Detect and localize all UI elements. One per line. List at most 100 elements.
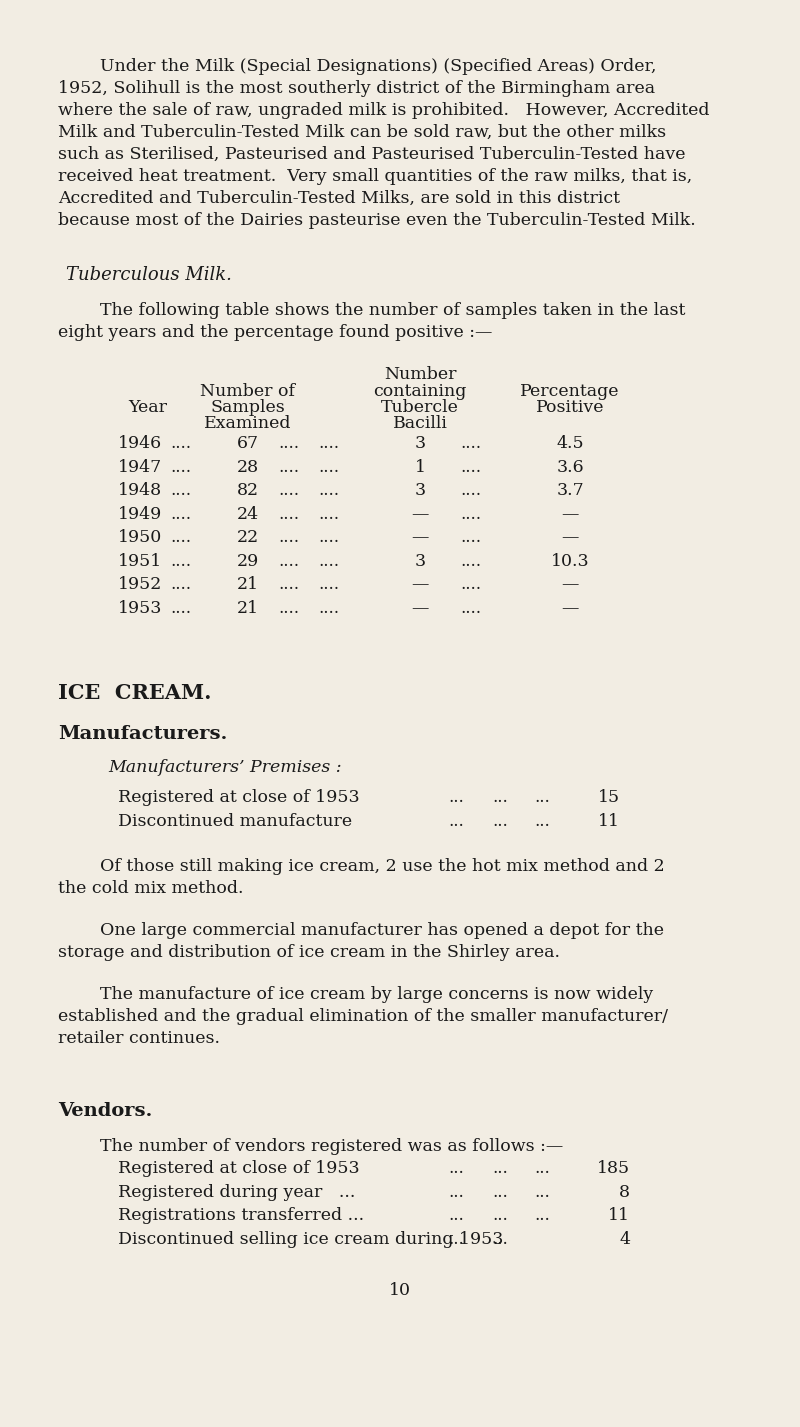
Text: Discontinued manufacture: Discontinued manufacture	[118, 813, 352, 829]
Text: ...: ...	[534, 1207, 550, 1224]
Text: containing: containing	[374, 382, 466, 400]
Text: 4: 4	[619, 1232, 630, 1247]
Text: 24: 24	[237, 505, 259, 522]
Text: ....: ....	[460, 435, 481, 452]
Text: 11: 11	[598, 813, 620, 829]
Text: Percentage: Percentage	[520, 382, 620, 400]
Text: where the sale of raw, ungraded milk is prohibited.   However, Accredited: where the sale of raw, ungraded milk is …	[58, 101, 710, 118]
Text: 1952, Solihull is the most southerly district of the Birmingham area: 1952, Solihull is the most southerly dis…	[58, 80, 655, 97]
Text: ....: ....	[460, 529, 481, 547]
Text: ....: ....	[170, 459, 191, 475]
Text: ....: ....	[460, 505, 481, 522]
Text: 1: 1	[414, 459, 426, 475]
Text: ....: ....	[318, 552, 339, 569]
Text: ...: ...	[448, 1184, 464, 1200]
Text: such as Sterilised, Pasteurised and Pasteurised Tuberculin-Tested have: such as Sterilised, Pasteurised and Past…	[58, 146, 686, 163]
Text: established and the gradual elimination of the smaller manufacturer/: established and the gradual elimination …	[58, 1009, 668, 1026]
Text: ....: ....	[318, 435, 339, 452]
Text: 1950: 1950	[118, 529, 162, 547]
Text: Of those still making ice cream, 2 use the hot mix method and 2: Of those still making ice cream, 2 use t…	[100, 858, 665, 875]
Text: ...: ...	[492, 1207, 508, 1224]
Text: ....: ....	[278, 482, 299, 499]
Text: Registered at close of 1953: Registered at close of 1953	[118, 1160, 360, 1177]
Text: 11: 11	[608, 1207, 630, 1224]
Text: ....: ....	[460, 577, 481, 594]
Text: because most of the Dairies pasteurise even the Tuberculin-Tested Milk.: because most of the Dairies pasteurise e…	[58, 213, 696, 228]
Text: ....: ....	[278, 459, 299, 475]
Text: 29: 29	[237, 552, 259, 569]
Text: 3: 3	[414, 435, 426, 452]
Text: ....: ....	[318, 505, 339, 522]
Text: 1948: 1948	[118, 482, 162, 499]
Text: ...: ...	[448, 813, 464, 829]
Text: ICE  CREAM.: ICE CREAM.	[58, 684, 211, 704]
Text: Discontinued selling ice cream during 1953: Discontinued selling ice cream during 19…	[118, 1232, 503, 1247]
Text: 3: 3	[414, 552, 426, 569]
Text: ...: ...	[448, 789, 464, 806]
Text: retailer continues.: retailer continues.	[58, 1030, 220, 1047]
Text: Accredited and Tuberculin-Tested Milks, are sold in this district: Accredited and Tuberculin-Tested Milks, …	[58, 190, 620, 207]
Text: ....: ....	[460, 552, 481, 569]
Text: 3.7: 3.7	[556, 482, 584, 499]
Text: ....: ....	[318, 577, 339, 594]
Text: ....: ....	[170, 577, 191, 594]
Text: ....: ....	[318, 529, 339, 547]
Text: —: —	[411, 577, 429, 594]
Text: ....: ....	[278, 435, 299, 452]
Text: ....: ....	[170, 505, 191, 522]
Text: ....: ....	[460, 599, 481, 616]
Text: ...: ...	[448, 1160, 464, 1177]
Text: One large commercial manufacturer has opened a depot for the: One large commercial manufacturer has op…	[100, 922, 664, 939]
Text: —: —	[411, 599, 429, 616]
Text: ....: ....	[460, 482, 481, 499]
Text: —: —	[562, 505, 578, 522]
Text: ....: ....	[278, 577, 299, 594]
Text: 21: 21	[237, 599, 259, 616]
Text: the cold mix method.: the cold mix method.	[58, 880, 243, 898]
Text: Bacilli: Bacilli	[393, 415, 447, 432]
Text: Milk and Tuberculin-Tested Milk can be sold raw, but the other milks: Milk and Tuberculin-Tested Milk can be s…	[58, 124, 666, 141]
Text: The manufacture of ice cream by large concerns is now widely: The manufacture of ice cream by large co…	[100, 986, 654, 1003]
Text: 1946: 1946	[118, 435, 162, 452]
Text: Under the Milk (Special Designations) (Specified Areas) Order,: Under the Milk (Special Designations) (S…	[100, 59, 657, 76]
Text: Manufacturers.: Manufacturers.	[58, 725, 227, 743]
Text: Registered at close of 1953: Registered at close of 1953	[118, 789, 360, 806]
Text: 185: 185	[597, 1160, 630, 1177]
Text: ...: ...	[492, 1232, 508, 1247]
Text: Registrations transferred ...: Registrations transferred ...	[118, 1207, 364, 1224]
Text: 1953: 1953	[118, 599, 162, 616]
Text: ....: ....	[318, 599, 339, 616]
Text: ...: ...	[492, 813, 508, 829]
Text: 1949: 1949	[118, 505, 162, 522]
Text: ....: ....	[170, 599, 191, 616]
Text: 3.6: 3.6	[556, 459, 584, 475]
Text: 82: 82	[237, 482, 259, 499]
Text: Vendors.: Vendors.	[58, 1102, 152, 1120]
Text: ....: ....	[460, 459, 481, 475]
Text: 21: 21	[237, 577, 259, 594]
Text: ...: ...	[534, 1184, 550, 1200]
Text: ...: ...	[534, 1160, 550, 1177]
Text: ....: ....	[278, 529, 299, 547]
Text: eight years and the percentage found positive :—: eight years and the percentage found pos…	[58, 324, 492, 341]
Text: 10.3: 10.3	[550, 552, 590, 569]
Text: —: —	[562, 577, 578, 594]
Text: Positive: Positive	[536, 400, 604, 417]
Text: 8: 8	[619, 1184, 630, 1200]
Text: Year: Year	[129, 400, 167, 417]
Text: ....: ....	[318, 459, 339, 475]
Text: ....: ....	[278, 552, 299, 569]
Text: ....: ....	[170, 552, 191, 569]
Text: 22: 22	[237, 529, 259, 547]
Text: ...: ...	[492, 789, 508, 806]
Text: 28: 28	[237, 459, 259, 475]
Text: ...: ...	[448, 1207, 464, 1224]
Text: —: —	[411, 505, 429, 522]
Text: Tuberculous Milk.: Tuberculous Milk.	[66, 265, 232, 284]
Text: Registered during year   ...: Registered during year ...	[118, 1184, 355, 1200]
Text: Manufacturers’ Premises :: Manufacturers’ Premises :	[108, 759, 342, 776]
Text: The following table shows the number of samples taken in the last: The following table shows the number of …	[100, 303, 686, 320]
Text: ...: ...	[448, 1232, 464, 1247]
Text: 67: 67	[237, 435, 259, 452]
Text: ...: ...	[534, 789, 550, 806]
